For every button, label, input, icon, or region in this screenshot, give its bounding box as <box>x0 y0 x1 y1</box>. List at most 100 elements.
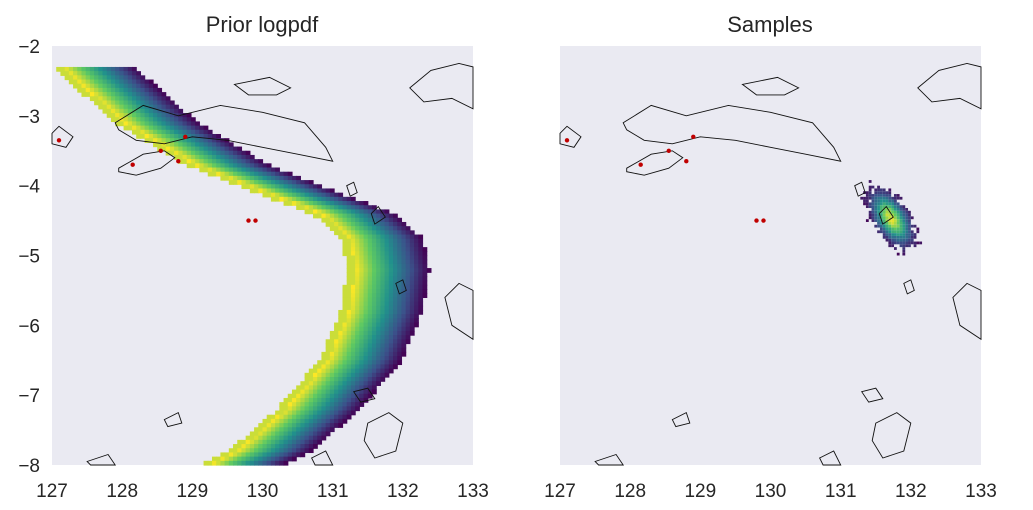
heat-cell <box>405 284 411 290</box>
heat-cell <box>397 255 403 261</box>
heat-cell <box>211 138 217 143</box>
heat-cell <box>367 364 373 370</box>
heat-cell <box>140 87 146 93</box>
heat-cell <box>342 196 348 202</box>
heat-cell <box>355 293 360 298</box>
heat-cell <box>161 125 167 131</box>
heat-cell <box>405 280 411 286</box>
heat-cell <box>174 121 179 127</box>
heat-cell <box>342 213 348 219</box>
heat-cell <box>342 209 348 215</box>
heat-cell <box>216 142 221 148</box>
sample-cell <box>877 194 880 197</box>
heat-cell <box>207 171 213 177</box>
heat-cell <box>296 444 301 449</box>
heat-cell <box>258 439 264 445</box>
heat-cell <box>409 314 415 319</box>
heat-cell <box>131 125 137 131</box>
heat-cell <box>131 79 137 85</box>
heat-cell <box>367 385 373 391</box>
heat-cell <box>393 351 398 357</box>
heat-cell <box>262 431 268 437</box>
coastline-path <box>878 205 894 225</box>
heat-cell <box>102 75 108 81</box>
heat-cell <box>384 330 390 336</box>
heat-cell <box>380 322 386 328</box>
heat-cell <box>334 343 339 349</box>
heat-cell <box>186 142 192 148</box>
heat-cell <box>237 154 243 160</box>
heat-cell <box>371 326 377 332</box>
heat-cell <box>355 389 360 395</box>
heat-cell <box>388 339 394 345</box>
heat-cell <box>144 121 150 127</box>
heat-cell <box>73 71 78 76</box>
heat-cell <box>115 96 120 102</box>
heat-cell <box>388 230 394 236</box>
heat-cell <box>157 142 163 148</box>
heat-cell <box>371 213 377 219</box>
heat-cell <box>384 293 390 298</box>
sample-cell <box>885 194 889 197</box>
sample-cell <box>913 235 917 239</box>
heat-cell <box>325 347 331 353</box>
heat-cell <box>384 314 390 319</box>
heat-cell <box>363 221 369 227</box>
coastline-path <box>741 76 800 96</box>
heat-cell <box>393 289 398 294</box>
heat-cell <box>123 79 129 85</box>
heat-cell <box>393 251 398 257</box>
heat-cell <box>249 448 255 454</box>
sample-cell <box>874 219 878 222</box>
heat-cell <box>384 343 390 349</box>
heat-cell <box>279 188 285 194</box>
heat-cell <box>249 184 255 190</box>
heat-cell <box>367 351 373 357</box>
sample-cell <box>868 210 872 214</box>
heat-cell <box>174 108 179 114</box>
heat-cell <box>291 201 297 206</box>
heat-cell <box>380 305 386 311</box>
heat-cell <box>334 385 339 391</box>
heat-cell <box>409 305 415 311</box>
heat-cell <box>220 171 226 177</box>
heat-cell <box>363 335 369 340</box>
heat-cell <box>350 381 356 386</box>
heat-cell <box>140 108 146 114</box>
heat-cell <box>380 309 386 315</box>
heat-cell <box>380 293 386 298</box>
heat-cell <box>291 439 297 445</box>
heat-cell <box>317 385 323 391</box>
heat-cell <box>102 66 108 72</box>
heat-cell <box>346 280 352 286</box>
heat-cell <box>325 351 331 357</box>
sample-cell <box>891 208 894 211</box>
heat-cell <box>313 444 318 449</box>
heat-cell <box>338 309 344 315</box>
heat-cell <box>283 435 289 441</box>
heat-cell <box>228 146 234 152</box>
heat-cell <box>393 255 398 261</box>
sample-cell <box>902 205 906 209</box>
heat-cell <box>102 108 108 114</box>
heat-cell <box>414 284 419 290</box>
heat-cell <box>102 100 108 106</box>
heat-cell <box>414 309 419 315</box>
sample-cell <box>899 221 903 225</box>
heat-cell <box>254 159 259 164</box>
heat-cell <box>422 276 428 282</box>
heat-cell <box>279 423 285 428</box>
station-marker <box>183 134 188 139</box>
heat-cell <box>296 439 301 445</box>
heat-cell <box>73 66 78 72</box>
heat-cell <box>355 372 360 378</box>
heat-cell <box>258 460 264 466</box>
heat-cell <box>329 368 335 374</box>
heat-cell <box>270 452 276 458</box>
heat-cell <box>376 297 381 303</box>
heat-cell <box>317 364 323 370</box>
heat-cell <box>258 171 264 177</box>
heat-cell <box>123 125 129 131</box>
heat-cell <box>249 435 255 441</box>
heat-cell <box>367 393 373 399</box>
